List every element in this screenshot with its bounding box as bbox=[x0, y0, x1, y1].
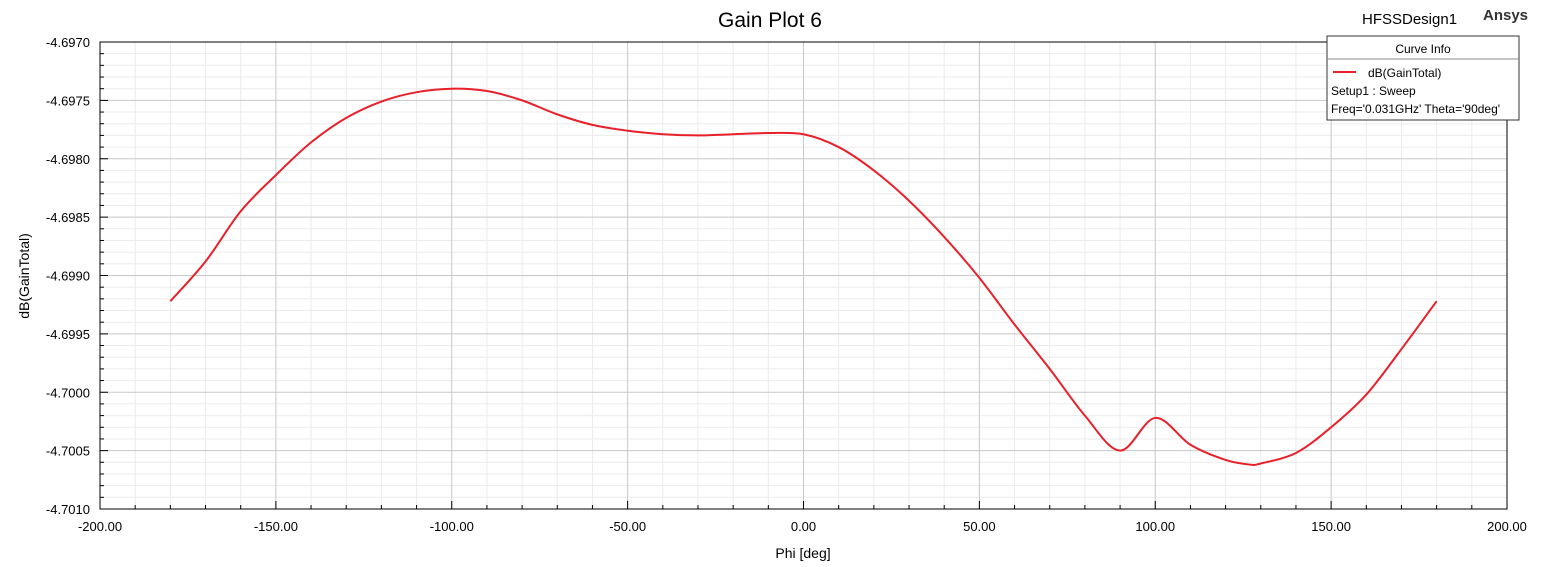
major-grid bbox=[100, 42, 1507, 509]
x-tick-label: 200.00 bbox=[1487, 519, 1527, 534]
x-tick-labels: -200.00 -150.00 -100.00 -50.00 0.00 50.00 100.… bbox=[78, 519, 1527, 534]
chart-title: Gain Plot 6 bbox=[718, 9, 822, 32]
brand-logo: Ansys bbox=[1483, 7, 1528, 24]
legend-setup-line: Setup1 : Sweep bbox=[1331, 84, 1416, 98]
y-tick-label: -4.6970 bbox=[46, 35, 90, 50]
legend-title: Curve Info bbox=[1395, 42, 1451, 56]
y-tick-label: -4.6990 bbox=[46, 269, 90, 284]
y-tick-label: -4.7005 bbox=[46, 444, 90, 459]
x-tick-label: 0.00 bbox=[791, 519, 816, 534]
x-tick-label: -100.00 bbox=[430, 519, 474, 534]
y-axis-label: dB(GainTotal) bbox=[16, 233, 32, 319]
y-tick-label: -4.6980 bbox=[46, 152, 90, 167]
y-tick-label: -4.6985 bbox=[46, 210, 90, 225]
curve-info-legend[interactable]: Curve Info dB(GainTotal) Setup1 : Sweep … bbox=[1326, 35, 1520, 121]
x-tick-label: -150.00 bbox=[254, 519, 298, 534]
y-tick-label: -4.6975 bbox=[46, 93, 90, 108]
x-tick-label: -50.00 bbox=[609, 519, 646, 534]
x-tick-label: -200.00 bbox=[78, 519, 122, 534]
y-tick-label: -4.7000 bbox=[46, 385, 90, 400]
x-tick-label: 50.00 bbox=[963, 519, 996, 534]
legend-box bbox=[1326, 35, 1520, 121]
design-name: HFSSDesign1 bbox=[1362, 11, 1457, 28]
series-layer bbox=[169, 87, 1438, 467]
series-line-gaintotal[interactable] bbox=[169, 87, 1438, 467]
y-tick-label: -4.7010 bbox=[46, 502, 90, 517]
legend-series-label: dB(GainTotal) bbox=[1368, 66, 1441, 80]
x-axis-label: Phi [deg] bbox=[775, 545, 830, 561]
y-tick-labels: -4.6970 -4.6975 -4.6980 -4.6985 -4.6990 -4.69… bbox=[46, 35, 90, 517]
y-tick-label: -4.6995 bbox=[46, 327, 90, 342]
tick-marks bbox=[99, 41, 1508, 510]
x-tick-label: 150.00 bbox=[1311, 519, 1351, 534]
legend-freq-line: Freq='0.031GHz' Theta='90deg' bbox=[1331, 102, 1500, 116]
x-tick-label: 100.00 bbox=[1135, 519, 1175, 534]
